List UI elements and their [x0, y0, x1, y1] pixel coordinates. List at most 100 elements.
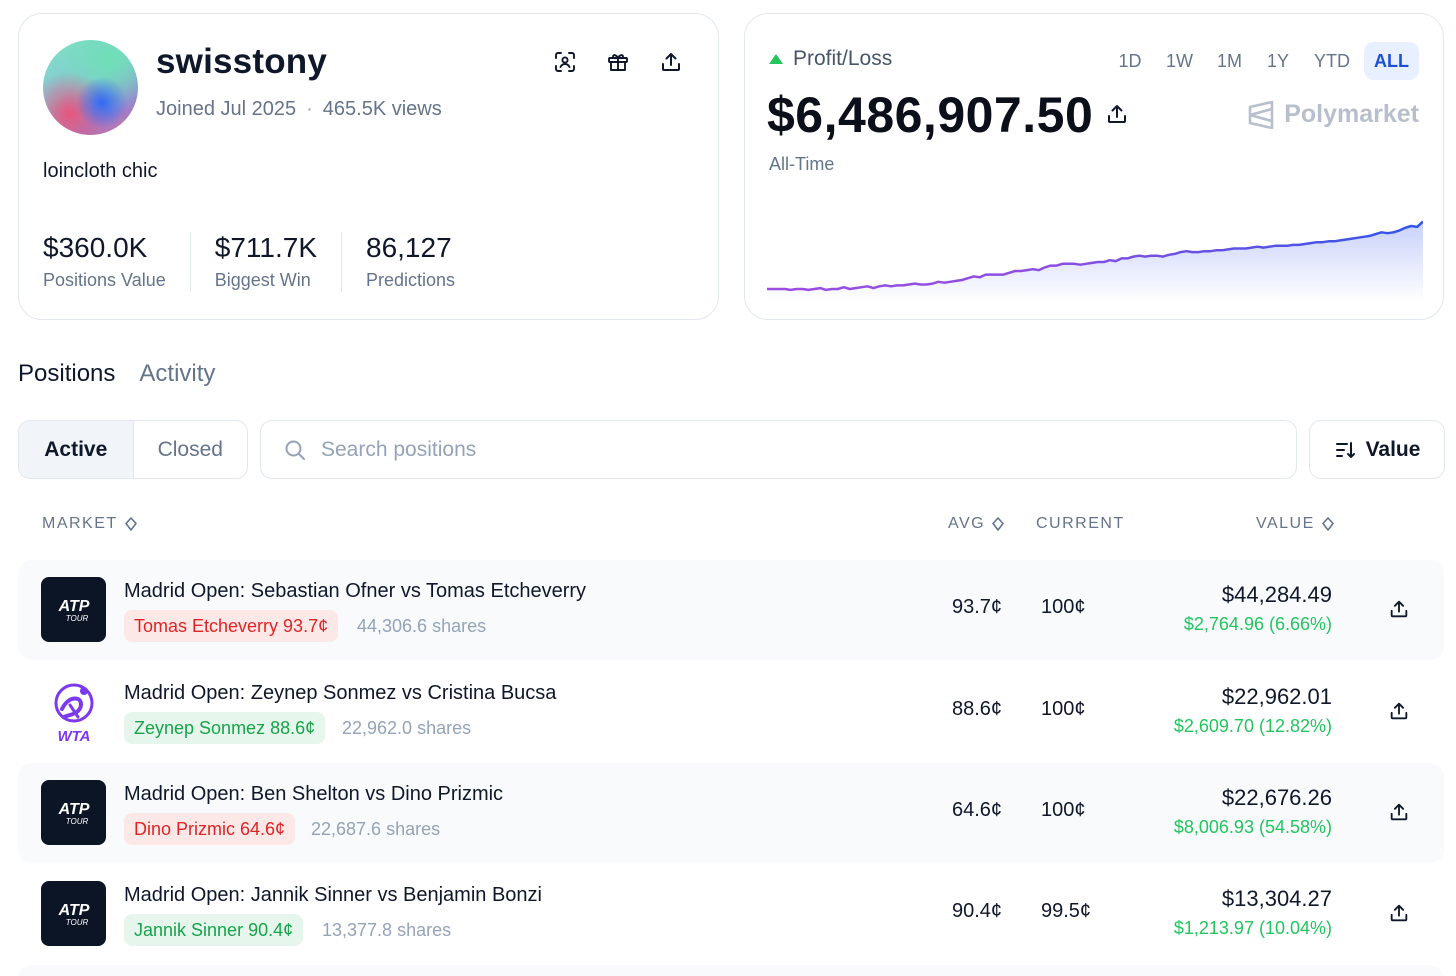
avatar	[43, 40, 138, 135]
svg-text:ATP: ATP	[57, 801, 89, 818]
share-count: 22,962.0 shares	[342, 718, 472, 738]
stat-value: $711.7K	[214, 232, 317, 263]
closed-filter-button[interactable]: Closed	[157, 437, 223, 461]
table-row[interactable]	[18, 965, 1444, 976]
timeframe-ytd[interactable]: YTD	[1314, 50, 1350, 71]
svg-text:ATP: ATP	[57, 598, 89, 615]
profile-bio: loincloth chic	[43, 160, 158, 182]
period-label: All-Time	[769, 154, 835, 174]
avg-price: 64.6¢	[952, 799, 1003, 821]
chart-area	[767, 221, 1423, 302]
position-value: $22,962.01	[1221, 684, 1332, 709]
tab-positions[interactable]: Positions	[18, 360, 116, 387]
market-title[interactable]: Madrid Open: Sebastian Ofner vs Tomas Et…	[124, 580, 587, 602]
header-avg[interactable]: AVG	[948, 515, 1005, 533]
outcome-pill: Zeynep Sonmez 88.6¢	[124, 712, 326, 744]
search-box	[260, 420, 1297, 479]
timeframe-all[interactable]: ALL	[1364, 42, 1419, 80]
gift-icon[interactable]	[604, 48, 632, 76]
profile-card: swisstony Joined Jul 2025 · 465.5K views…	[18, 13, 719, 320]
svg-text:ATP: ATP	[57, 902, 89, 919]
share-icon[interactable]	[657, 48, 685, 76]
stat-value: $360.0K	[43, 232, 148, 263]
profit-loss-text: Profit/Loss	[793, 47, 893, 70]
market-title[interactable]: Madrid Open: Ben Shelton vs Dino Prizmic	[124, 783, 504, 805]
share-count: 22,687.6 shares	[311, 819, 441, 839]
atp-tour-logo: ATP TOUR	[41, 577, 106, 642]
username: swisstony	[156, 42, 328, 81]
svg-text:TOUR: TOUR	[65, 614, 88, 623]
market-title[interactable]: Madrid Open: Jannik Sinner vs Benjamin B…	[124, 884, 542, 906]
profit-loss-label: Profit/Loss	[769, 47, 892, 71]
current-price: 100¢	[1041, 596, 1086, 618]
joined-date: Joined Jul 2025	[156, 98, 297, 120]
search-input[interactable]	[321, 437, 1221, 462]
market-title[interactable]: Madrid Open: Zeynep Sonmez vs Cristina B…	[124, 682, 557, 704]
header-market-label: MARKET	[42, 515, 118, 532]
table-row[interactable]: ATP TOUR Madrid Open: Ben Shelton vs Dino…	[18, 763, 1444, 863]
outcome-pill: Dino Prizmic 64.6¢	[124, 813, 296, 845]
svg-text:TOUR: TOUR	[65, 918, 88, 927]
search-icon	[285, 440, 305, 460]
share-count: 44,306.6 shares	[357, 616, 487, 636]
table-row[interactable]: WTA Madrid Open: Zeynep Sonmez vs Cristi…	[18, 662, 1444, 762]
avg-price: 93.7¢	[952, 596, 1003, 618]
atp-tour-logo: ATP TOUR	[41, 881, 106, 946]
sort-chevrons-icon	[992, 517, 1004, 531]
share-icon[interactable]	[1388, 598, 1410, 625]
share-count: 13,377.8 shares	[322, 920, 452, 940]
share-icon[interactable]	[1388, 700, 1410, 727]
header-current-label: CURRENT	[1036, 515, 1125, 532]
share-icon[interactable]	[1388, 801, 1410, 828]
header-avg-label: AVG	[948, 515, 986, 532]
sort-label: Value	[1365, 437, 1421, 461]
current-price: 99.5¢	[1041, 900, 1092, 922]
timeframe-1m[interactable]: 1M	[1216, 50, 1242, 71]
profile-tabs: Positions Activity	[18, 360, 215, 388]
header-value[interactable]: VALUE	[1256, 515, 1335, 533]
sort-chevrons-icon	[1321, 517, 1334, 531]
share-icon[interactable]	[1388, 902, 1410, 929]
tab-activity[interactable]: Activity	[139, 360, 216, 387]
view-count: 465.5K views	[322, 98, 442, 120]
sort-button[interactable]: Value	[1309, 420, 1445, 479]
stat-label: Predictions	[366, 270, 456, 290]
timeframe-1d[interactable]: 1D	[1118, 50, 1142, 71]
active-filter-button[interactable]: Active	[19, 421, 134, 478]
atp-tour-logo: ATP TOUR	[41, 780, 106, 845]
header-value-label: VALUE	[1256, 515, 1315, 532]
position-pnl: $8,006.93 (54.58%)	[1173, 817, 1332, 837]
position-pnl: $2,609.70 (12.82%)	[1173, 716, 1332, 736]
table-row[interactable]: ATP TOUR Madrid Open: Sebastian Ofner vs …	[18, 560, 1444, 660]
profit-loss-sparkline	[767, 220, 1423, 302]
svg-text:WTA: WTA	[57, 728, 90, 743]
header-market[interactable]: MARKET	[42, 515, 138, 533]
stat-predictions: 86,127 Predictions	[366, 232, 479, 292]
timeframe-1y[interactable]: 1Y	[1266, 50, 1290, 71]
stat-biggest-win: $711.7K Biggest Win	[215, 232, 342, 292]
wta-logo: WTA	[41, 679, 106, 744]
timeframe-1w[interactable]: 1W	[1165, 50, 1193, 71]
share-pnl-icon[interactable]	[1105, 102, 1129, 131]
stat-positions-value: $360.0K Positions Value	[43, 232, 191, 292]
stat-label: Biggest Win	[214, 270, 311, 290]
profit-loss-card: Profit/Loss 1D 1W 1M 1Y YTD ALL $6,486,9…	[744, 13, 1444, 320]
position-value: $13,304.27	[1221, 886, 1332, 911]
timeframe-selector: 1D 1W 1M 1Y YTD ALL	[1108, 42, 1419, 80]
brand-name: Polymarket	[1284, 100, 1419, 128]
profile-meta: Joined Jul 2025 · 465.5K views	[156, 98, 442, 121]
svg-text:TOUR: TOUR	[65, 817, 88, 826]
outcome-pill: Jannik Sinner 90.4¢	[124, 914, 304, 946]
polymarket-brand: Polymarket	[1248, 100, 1419, 129]
avg-price: 88.6¢	[952, 698, 1003, 720]
position-pnl: $2,764.96 (6.66%)	[1183, 614, 1332, 634]
table-row[interactable]: ATP TOUR Madrid Open: Jannik Sinner vs Be…	[18, 864, 1444, 964]
scan-profile-icon[interactable]	[551, 48, 579, 76]
header-current: CURRENT	[1036, 515, 1125, 533]
profile-stats: $360.0K Positions Value $711.7K Biggest …	[43, 232, 503, 292]
up-triangle-icon	[769, 54, 783, 64]
polymarket-logo-icon	[1248, 100, 1274, 129]
table-header: MARKET AVG CURRENT VALUE	[0, 515, 1456, 537]
chart-line	[767, 220, 1423, 292]
stat-value: 86,127	[366, 232, 452, 263]
